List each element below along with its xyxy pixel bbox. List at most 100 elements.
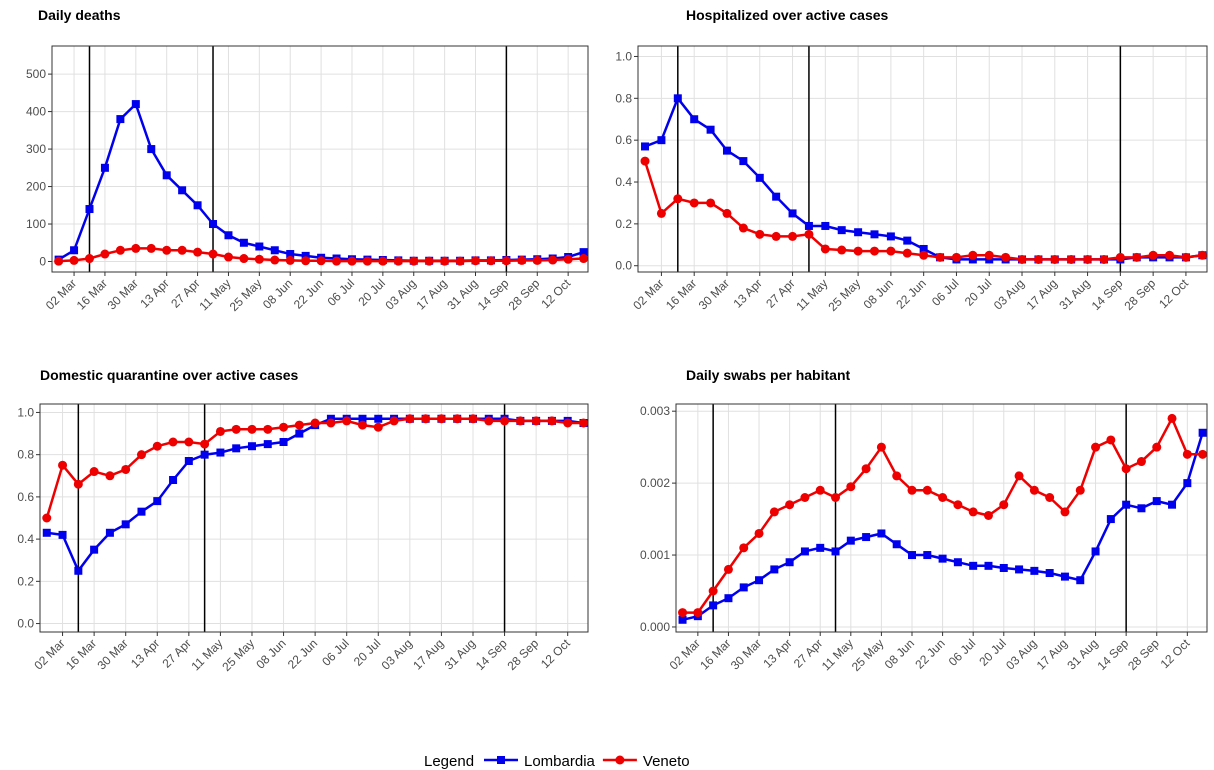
marker xyxy=(738,223,748,233)
marker xyxy=(89,467,99,477)
marker xyxy=(263,424,273,434)
marker xyxy=(177,245,187,255)
x-tick-label: 08 Jun xyxy=(861,276,896,311)
x-tick-label: 30 Mar xyxy=(696,276,732,312)
marker xyxy=(178,186,187,195)
marker xyxy=(232,444,241,453)
marker xyxy=(983,510,993,520)
marker xyxy=(452,414,462,424)
marker xyxy=(690,115,699,124)
marker xyxy=(886,246,896,256)
marker xyxy=(800,493,810,503)
marker xyxy=(938,554,947,563)
marker xyxy=(678,615,687,624)
marker xyxy=(316,256,326,266)
marker xyxy=(58,530,67,539)
marker xyxy=(892,540,901,549)
marker xyxy=(919,250,929,260)
marker xyxy=(73,479,83,489)
marker xyxy=(152,441,162,451)
x-tick-label: 28 Sep xyxy=(504,636,541,673)
marker xyxy=(876,442,886,452)
marker xyxy=(922,485,932,495)
marker xyxy=(816,543,825,552)
y-tick-label: 1.0 xyxy=(615,49,632,63)
marker xyxy=(657,136,666,145)
marker xyxy=(200,450,209,459)
marker xyxy=(708,586,718,596)
chart-title: Domestic quarantine over active cases xyxy=(40,367,299,383)
marker xyxy=(231,424,241,434)
marker xyxy=(1121,464,1131,474)
marker xyxy=(137,507,146,516)
x-tick-label: 14 Sep xyxy=(475,276,512,313)
x-tick-label: 03 Aug xyxy=(1003,636,1039,672)
marker xyxy=(70,246,79,255)
marker xyxy=(837,245,847,255)
y-tick-label: 500 xyxy=(26,67,46,81)
marker xyxy=(846,482,856,492)
marker xyxy=(739,543,749,553)
marker xyxy=(1106,515,1115,524)
x-tick-label: 02 Mar xyxy=(31,636,67,672)
marker xyxy=(85,205,94,214)
marker xyxy=(754,528,764,538)
marker xyxy=(1122,500,1131,509)
y-tick-label: 0.2 xyxy=(615,217,632,231)
marker xyxy=(1198,449,1208,459)
y-tick-label: 0.4 xyxy=(17,532,34,546)
marker xyxy=(501,256,511,266)
marker xyxy=(821,221,830,230)
marker xyxy=(270,246,279,255)
marker xyxy=(301,251,310,260)
y-tick-label: 0.003 xyxy=(640,404,670,418)
marker xyxy=(640,156,650,166)
y-tick-label: 100 xyxy=(26,217,46,231)
marker xyxy=(215,426,225,436)
marker xyxy=(239,238,248,247)
marker xyxy=(169,476,178,484)
marker xyxy=(673,94,682,103)
marker xyxy=(969,561,978,570)
marker xyxy=(968,250,978,260)
marker xyxy=(984,561,993,570)
marker xyxy=(656,208,666,218)
marker xyxy=(1165,250,1175,260)
marker xyxy=(42,528,51,537)
marker xyxy=(295,429,304,438)
marker xyxy=(722,208,732,218)
x-tick-label: 11 May xyxy=(188,636,225,673)
marker xyxy=(788,209,797,218)
marker xyxy=(1015,565,1024,574)
x-tick-label: 14 Sep xyxy=(1089,276,1126,313)
marker xyxy=(468,414,478,424)
x-tick-label: 08 Jun xyxy=(882,636,917,671)
marker xyxy=(1091,547,1100,556)
marker xyxy=(1198,428,1207,437)
x-tick-label: 31 Aug xyxy=(442,636,478,672)
marker xyxy=(709,601,718,610)
marker xyxy=(722,146,731,155)
marker xyxy=(968,507,978,517)
x-tick-label: 28 Sep xyxy=(1125,636,1162,673)
x-tick-label: 12 Oct xyxy=(538,276,573,311)
marker xyxy=(1083,254,1093,264)
marker xyxy=(919,244,928,253)
marker xyxy=(886,232,895,241)
marker xyxy=(486,256,496,266)
legend-marker xyxy=(497,756,505,764)
marker xyxy=(788,231,798,241)
x-tick-label: 08 Jun xyxy=(253,636,288,671)
y-tick-label: 200 xyxy=(26,180,46,194)
marker xyxy=(1132,252,1142,262)
marker xyxy=(279,422,289,432)
marker xyxy=(1099,254,1109,264)
legend-label: Lombardia xyxy=(524,753,596,770)
marker xyxy=(563,254,573,264)
marker xyxy=(1152,497,1161,506)
marker xyxy=(903,236,912,245)
marker xyxy=(1017,254,1027,264)
marker xyxy=(953,500,963,510)
y-tick-label: 0.4 xyxy=(615,175,632,189)
x-tick-label: 08 Jun xyxy=(260,276,295,311)
